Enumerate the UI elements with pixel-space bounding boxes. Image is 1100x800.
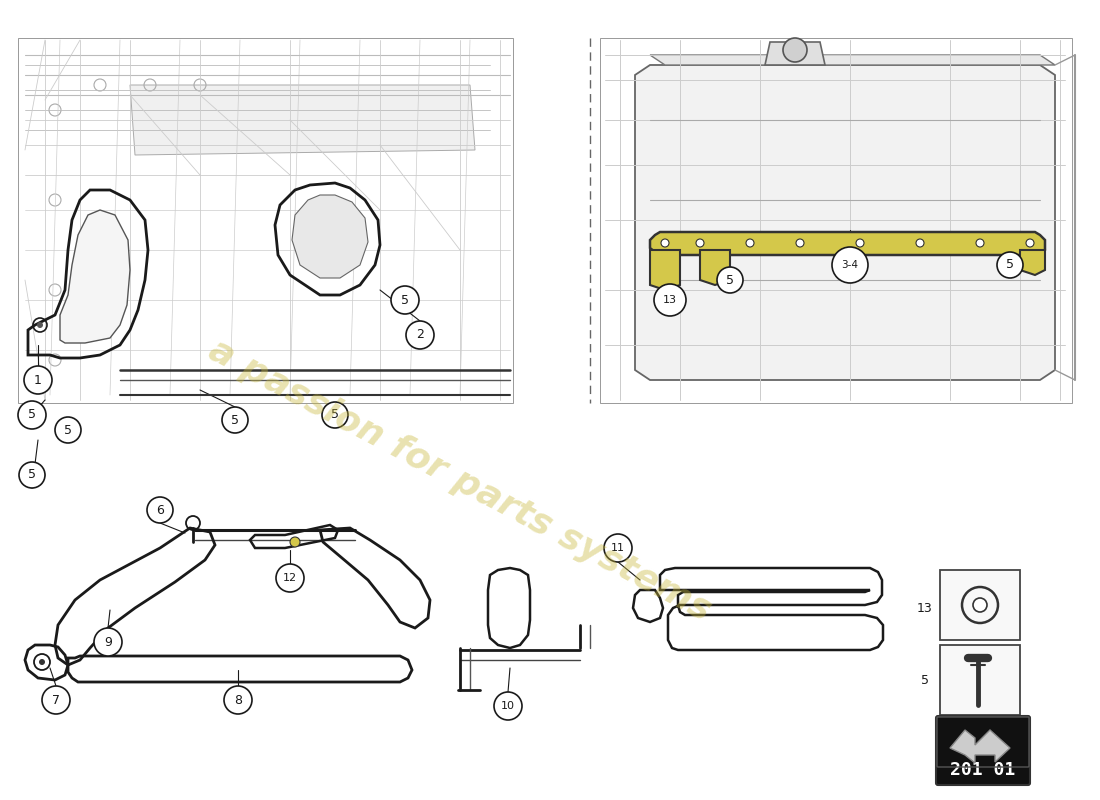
- Circle shape: [974, 598, 987, 612]
- Text: 1: 1: [34, 374, 42, 386]
- Text: 5: 5: [1006, 258, 1014, 271]
- Polygon shape: [650, 232, 1045, 255]
- Circle shape: [696, 239, 704, 247]
- Circle shape: [290, 537, 300, 547]
- Text: 8: 8: [234, 694, 242, 706]
- Circle shape: [55, 417, 81, 443]
- Text: 5: 5: [331, 409, 339, 422]
- Circle shape: [1026, 239, 1034, 247]
- Polygon shape: [130, 85, 475, 155]
- Text: 5: 5: [28, 409, 36, 422]
- Circle shape: [24, 366, 52, 394]
- Bar: [940, 645, 1020, 715]
- Text: 12: 12: [283, 573, 297, 583]
- Polygon shape: [1020, 250, 1045, 275]
- Circle shape: [406, 321, 434, 349]
- Text: 5: 5: [726, 274, 734, 286]
- Circle shape: [37, 322, 43, 328]
- Circle shape: [604, 534, 632, 562]
- Text: 5: 5: [231, 414, 239, 426]
- Circle shape: [276, 564, 304, 592]
- Polygon shape: [950, 730, 1010, 763]
- Circle shape: [783, 38, 807, 62]
- Polygon shape: [650, 250, 680, 290]
- Circle shape: [832, 247, 868, 283]
- Circle shape: [42, 686, 70, 714]
- Text: 10: 10: [500, 701, 515, 711]
- Circle shape: [654, 284, 686, 316]
- Text: 201 01: 201 01: [950, 761, 1015, 779]
- Text: 13: 13: [663, 295, 676, 305]
- Circle shape: [494, 692, 522, 720]
- Circle shape: [717, 267, 743, 293]
- Text: 3-4: 3-4: [842, 260, 858, 270]
- Circle shape: [190, 520, 196, 526]
- Text: 5: 5: [28, 469, 36, 482]
- Text: a passion for parts systems: a passion for parts systems: [204, 333, 717, 627]
- Circle shape: [661, 239, 669, 247]
- Circle shape: [147, 497, 173, 523]
- Circle shape: [916, 239, 924, 247]
- Polygon shape: [60, 210, 130, 343]
- Polygon shape: [635, 65, 1055, 380]
- Text: 5: 5: [64, 423, 72, 437]
- Circle shape: [796, 239, 804, 247]
- Circle shape: [390, 286, 419, 314]
- Text: 13: 13: [917, 602, 933, 614]
- Bar: [600, 38, 1072, 403]
- Text: 5: 5: [402, 294, 409, 306]
- Text: 6: 6: [156, 503, 164, 517]
- Polygon shape: [650, 55, 1055, 65]
- Bar: [940, 570, 1020, 640]
- Text: 5: 5: [921, 674, 929, 686]
- Circle shape: [997, 252, 1023, 278]
- Text: 9: 9: [104, 635, 112, 649]
- Circle shape: [222, 407, 248, 433]
- Polygon shape: [700, 250, 730, 285]
- Circle shape: [856, 239, 864, 247]
- Circle shape: [322, 402, 348, 428]
- Circle shape: [18, 401, 46, 429]
- Bar: [18, 38, 513, 403]
- Text: 7: 7: [52, 694, 60, 706]
- Circle shape: [746, 239, 754, 247]
- Polygon shape: [764, 42, 825, 65]
- Text: 2: 2: [416, 329, 424, 342]
- FancyBboxPatch shape: [936, 716, 1030, 785]
- Circle shape: [976, 239, 984, 247]
- Circle shape: [94, 628, 122, 656]
- Circle shape: [39, 659, 45, 665]
- Circle shape: [224, 686, 252, 714]
- Text: 11: 11: [610, 543, 625, 553]
- Circle shape: [19, 462, 45, 488]
- Polygon shape: [292, 195, 368, 278]
